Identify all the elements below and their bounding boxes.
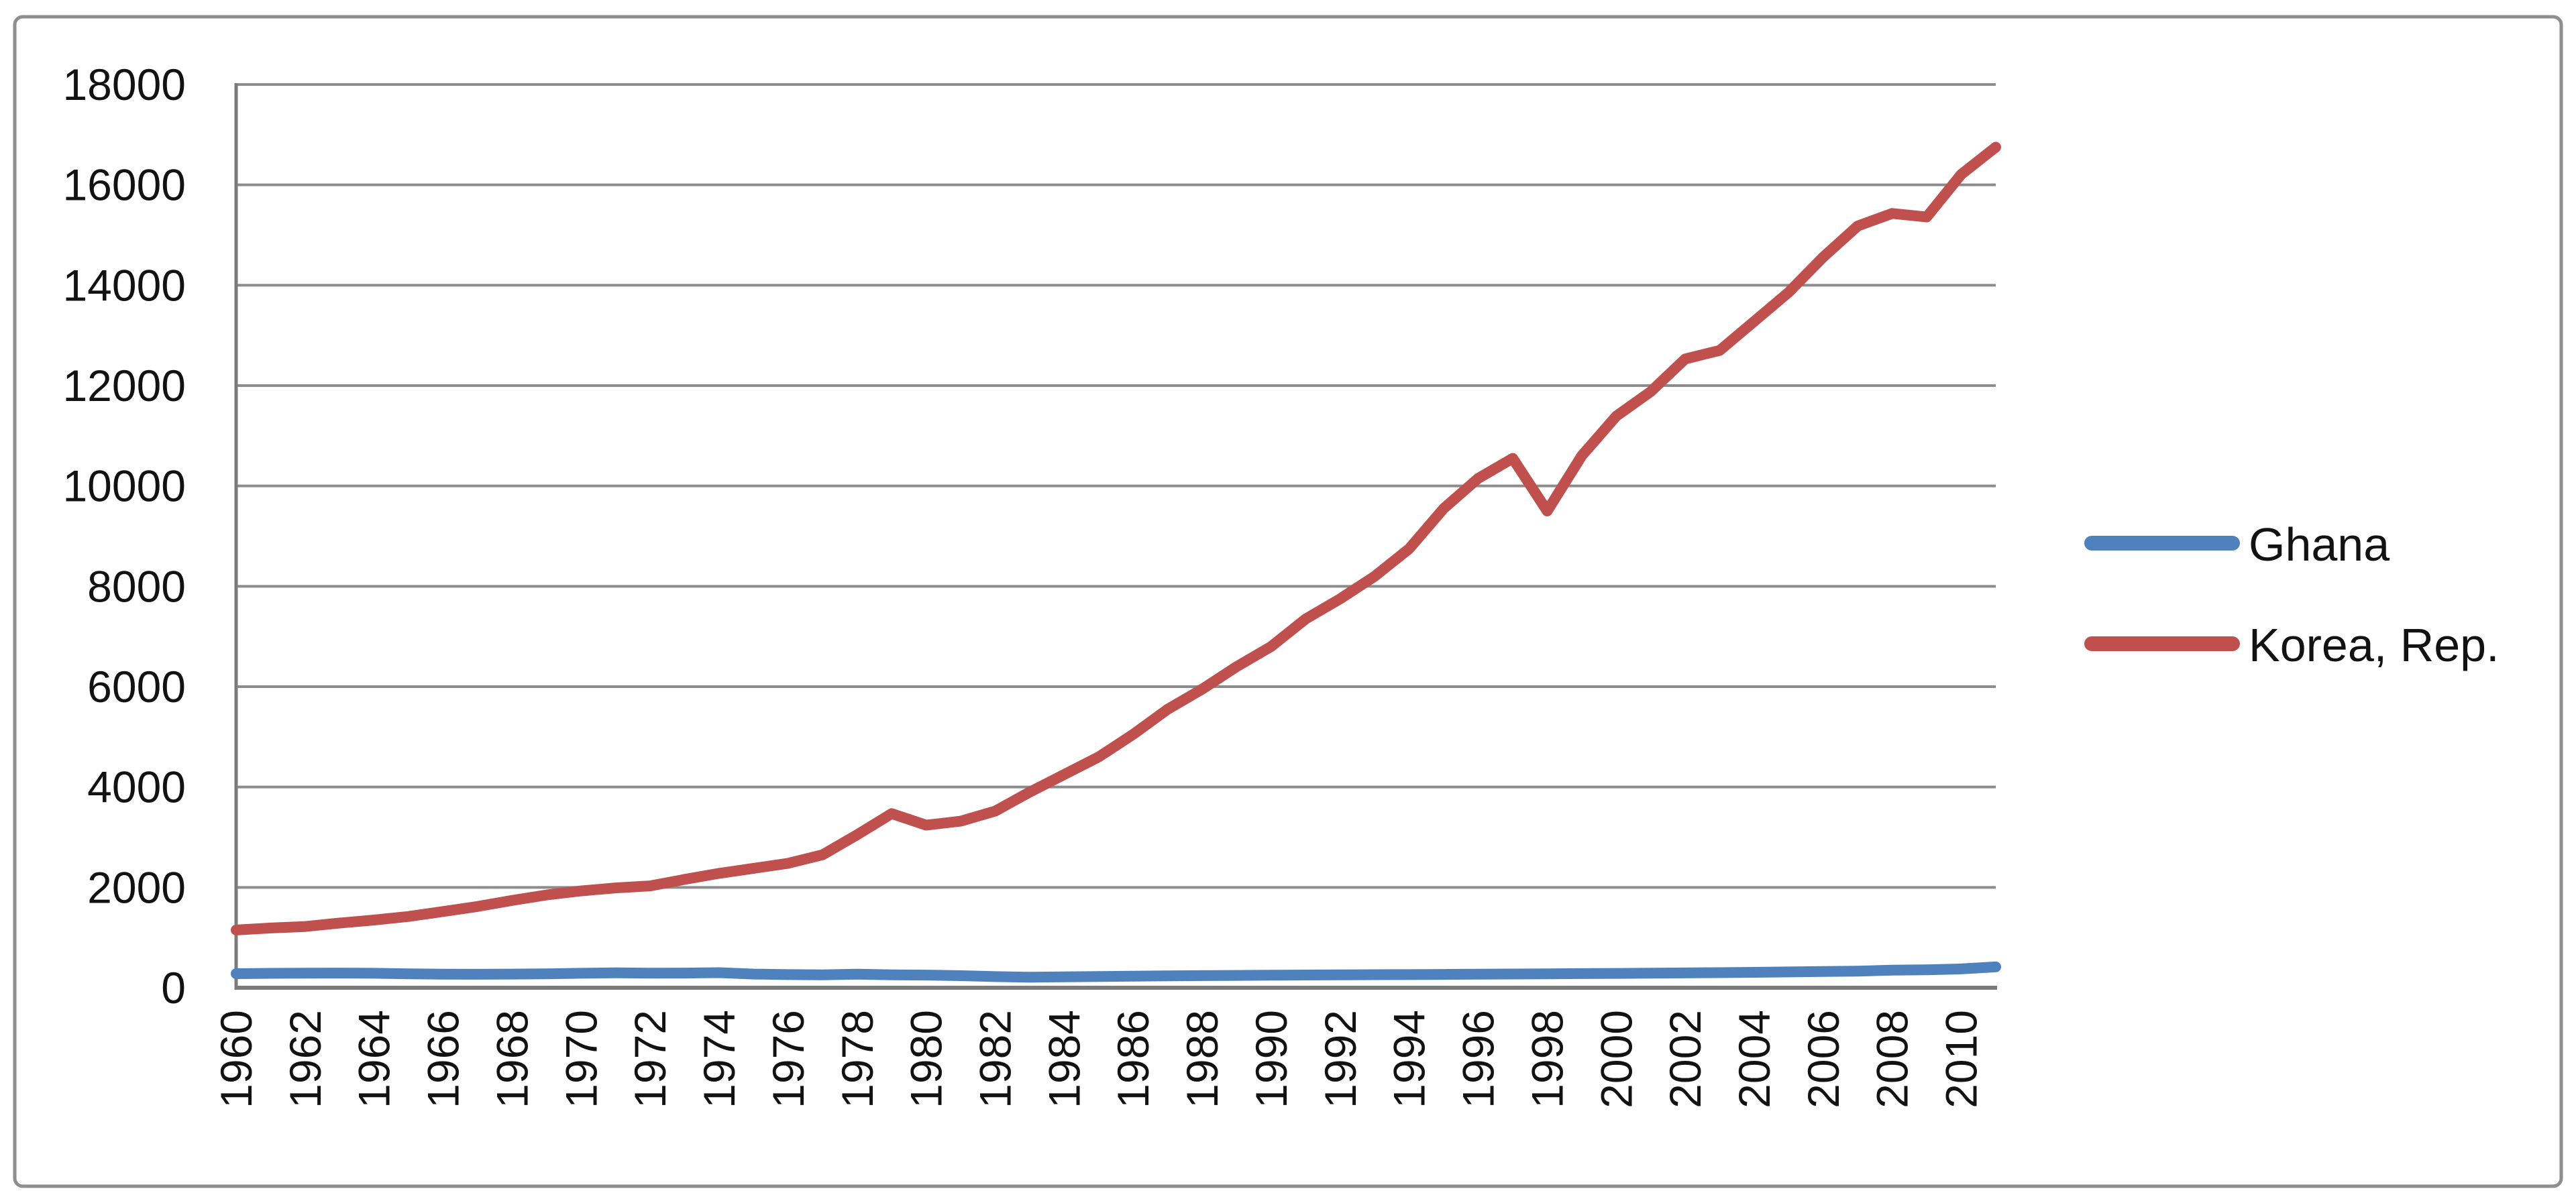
gridlines <box>236 83 1996 889</box>
x-tick-label: 1996 <box>1454 1010 1503 1108</box>
x-tick-label: 1970 <box>556 1010 606 1108</box>
ghana-line <box>231 961 2001 983</box>
y-tick-label: 16000 <box>62 160 186 210</box>
x-tick-label: 2010 <box>1937 1010 1986 1108</box>
series-lines <box>231 141 2001 983</box>
x-tick-label: 1994 <box>1385 1010 1434 1108</box>
y-tick-label: 12000 <box>62 361 186 410</box>
x-tick-label: 2008 <box>1868 1010 1917 1108</box>
x-tick-label: 1980 <box>902 1010 951 1108</box>
y-tick-label: 8000 <box>87 561 186 611</box>
y-tick-label: 18000 <box>62 60 186 109</box>
x-tick-label: 1962 <box>280 1010 330 1108</box>
x-tick-label: 1984 <box>1039 1010 1089 1108</box>
x-tick-label: 1988 <box>1177 1010 1227 1108</box>
x-tick-label: 1986 <box>1108 1010 1158 1108</box>
x-tick-label: 2002 <box>1660 1010 1710 1108</box>
x-tick-label: 2000 <box>1591 1010 1641 1108</box>
axes <box>234 83 1997 990</box>
x-tick-label: 1978 <box>833 1010 882 1108</box>
x-tick-label: 1972 <box>625 1010 675 1108</box>
y-tick-label: 14000 <box>62 260 186 310</box>
x-tick-label: 1964 <box>350 1010 399 1108</box>
legend: Ghana Korea, Rep. <box>2084 518 2500 671</box>
x-tick-label: 1966 <box>419 1010 468 1108</box>
y-tick-label: 6000 <box>87 662 186 711</box>
y-tick-label: 2000 <box>87 862 186 912</box>
y-axis-labels: 0 2000 4000 6000 8000 10000 12000 14000 16000 180… <box>62 60 186 1013</box>
x-axis-labels: 1960 1962 1964 1966 1968 1970 1972 1974 1976 1978… <box>211 1010 1986 1108</box>
chart-frame-border <box>13 15 2563 1188</box>
x-tick-label: 2004 <box>1729 1010 1779 1108</box>
x-tick-label: 2006 <box>1799 1010 1848 1108</box>
y-tick-label: 0 <box>161 963 186 1013</box>
korea-legend-label: Korea, Rep. <box>2249 619 2500 671</box>
x-tick-label: 1990 <box>1246 1010 1296 1108</box>
y-tick-label: 10000 <box>62 461 186 511</box>
x-tick-label: 1976 <box>763 1010 813 1108</box>
x-tick-label: 1974 <box>694 1010 744 1108</box>
x-tick-label: 1982 <box>970 1010 1020 1108</box>
korea-rep-line <box>231 141 2001 935</box>
x-tick-label: 1960 <box>211 1010 261 1108</box>
y-tick-label: 4000 <box>87 762 186 812</box>
x-tick-label: 1998 <box>1522 1010 1572 1108</box>
ghana-legend-label: Ghana <box>2249 518 2390 571</box>
x-tick-label: 1992 <box>1316 1010 1365 1108</box>
x-tick-label: 1968 <box>487 1010 537 1108</box>
